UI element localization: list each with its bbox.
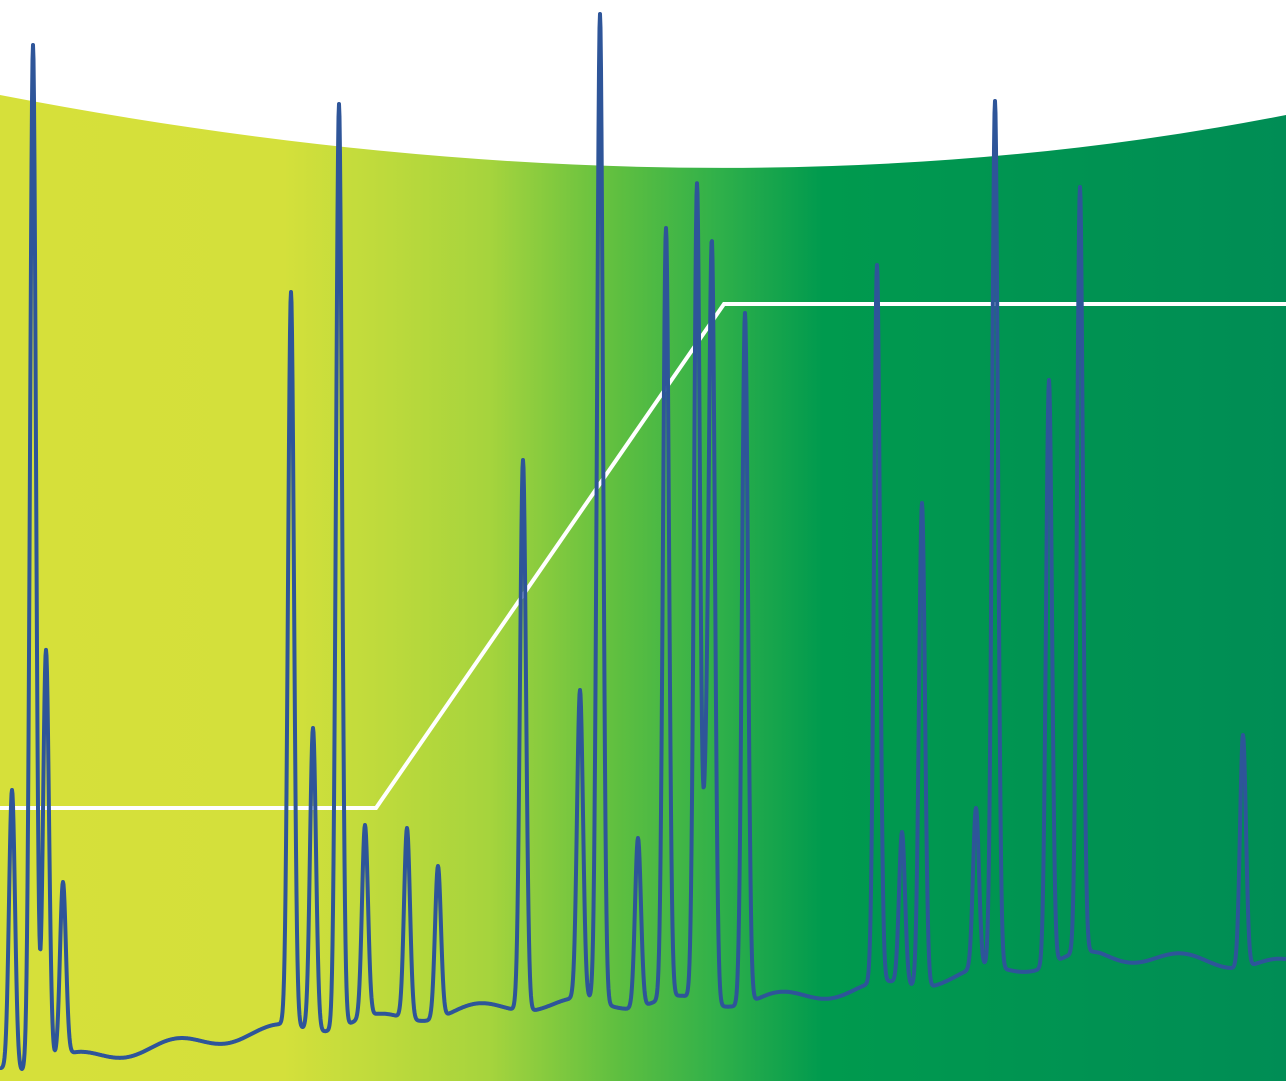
page: {} (() => { // Decorative trace: layout … (0, 0, 1286, 1081)
illustration (0, 0, 1286, 1081)
